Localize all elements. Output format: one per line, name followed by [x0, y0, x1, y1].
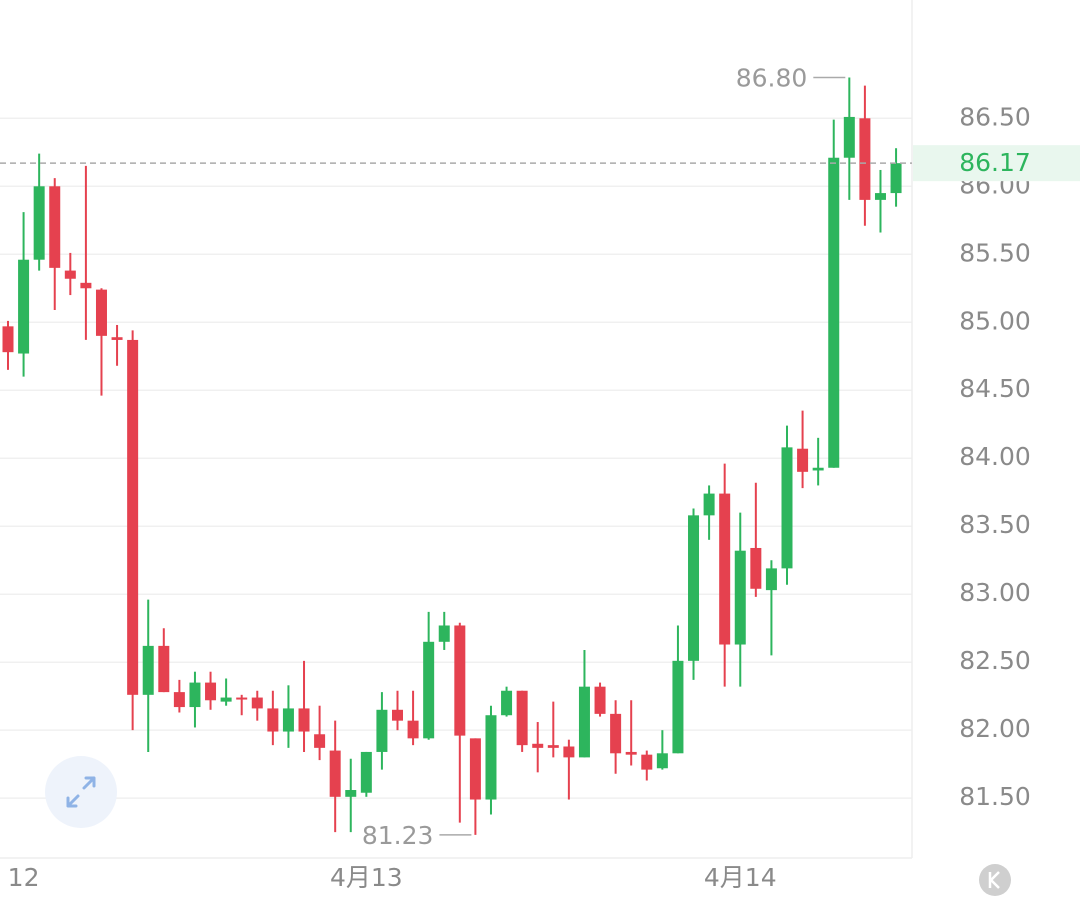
candle-body [828, 157, 840, 468]
candle-body [49, 186, 61, 268]
candle-body [95, 289, 107, 336]
candle-body [392, 709, 403, 721]
candle-body [890, 163, 902, 194]
last-price-label: 86.17 [959, 148, 1031, 177]
candle-body [578, 686, 590, 758]
candle-body [423, 641, 435, 739]
expand-button[interactable] [45, 756, 117, 828]
last-price-box [913, 145, 1080, 182]
candle-body [189, 682, 201, 708]
candle-body [80, 282, 92, 289]
candle-body [360, 751, 372, 793]
candle-body [843, 116, 855, 158]
max-marker-label: 86.80 [736, 64, 808, 93]
candle-body [438, 625, 450, 642]
x-tick-label: 12 [8, 863, 40, 892]
y-tick-label: 85.00 [959, 306, 1031, 335]
y-tick-label: 81.50 [959, 782, 1031, 811]
candle-body [329, 750, 341, 797]
candle-body [173, 692, 185, 708]
y-tick-label: 85.50 [959, 238, 1031, 267]
candle-body [220, 697, 232, 702]
candle-body [376, 709, 388, 752]
candle-body [282, 708, 294, 732]
min-marker-label: 81.23 [362, 821, 434, 850]
candle-body [158, 645, 170, 693]
candle-body [812, 467, 824, 471]
candle-body [765, 568, 777, 591]
candle-body [874, 193, 886, 200]
candle-body [345, 790, 357, 797]
kline-bg [979, 864, 1011, 896]
candle-body [797, 448, 809, 472]
candle-body [469, 738, 481, 800]
y-tick-label: 84.00 [959, 442, 1031, 471]
candle-body [547, 745, 559, 748]
candle-body [251, 697, 263, 709]
candle-body [594, 686, 606, 714]
candle-body [501, 690, 513, 716]
candle-body [2, 326, 14, 353]
expand-bg [45, 756, 117, 828]
candle-body [656, 753, 668, 769]
candle-body [298, 708, 310, 732]
candle-body [267, 708, 279, 732]
candle-body [750, 547, 762, 589]
candle-body [516, 690, 528, 746]
y-tick-label: 84.50 [959, 374, 1031, 403]
kline-button[interactable] [979, 864, 1011, 896]
candle-body [532, 743, 544, 748]
candle-body [142, 645, 154, 695]
candle-body [859, 118, 871, 200]
candle-body [111, 337, 123, 340]
candle-body [781, 447, 793, 569]
y-tick-label: 83.00 [959, 578, 1031, 607]
x-tick-label: 4月13 [330, 863, 403, 892]
candle-body [205, 682, 217, 701]
y-tick-label: 86.50 [959, 102, 1031, 131]
candle-body [563, 746, 575, 758]
candle-body [127, 339, 139, 695]
candle-body [485, 715, 497, 800]
candle-body [688, 515, 700, 661]
candle-body [454, 625, 466, 736]
candle-body [236, 697, 248, 700]
candle-body [33, 186, 45, 260]
candle-body [314, 734, 326, 748]
candle-body [64, 270, 76, 279]
candle-body [641, 754, 653, 770]
candle-body [719, 493, 731, 645]
kline-icon [988, 871, 1000, 889]
candle-body [734, 550, 746, 645]
y-tick-label: 82.50 [959, 646, 1031, 675]
candle-body [672, 660, 684, 754]
candle-body [18, 259, 30, 354]
candle-body [610, 713, 622, 754]
candle-body [703, 493, 715, 516]
candle-body [625, 751, 637, 755]
candle-body [407, 720, 419, 739]
y-tick-label: 82.00 [959, 714, 1031, 743]
x-tick-label: 4月14 [704, 863, 777, 892]
y-tick-label: 83.50 [959, 510, 1031, 539]
expand-icon [66, 776, 96, 808]
